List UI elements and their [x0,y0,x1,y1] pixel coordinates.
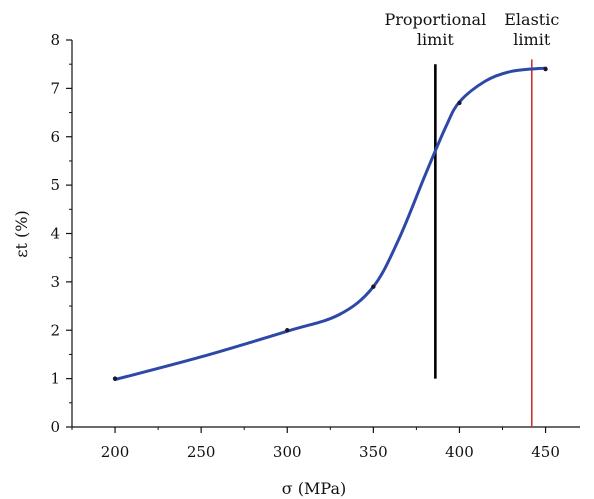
data-point [371,284,376,289]
data-point [112,376,118,381]
x-tick-label: 300 [273,443,302,461]
series-line [113,66,548,382]
y-axis-title: εt (%) [12,210,31,258]
y-tick-label: 8 [50,31,60,49]
x-tick-label: 250 [187,443,216,461]
reference-line-label: Elastic [504,10,559,29]
y-axis: 0 1 2 3 4 5 6 7 8 [50,31,73,436]
y-tick-label: 6 [50,128,60,146]
x-axis-title: σ (MPa) [282,479,346,498]
y-tick-label: 2 [50,321,60,339]
y-tick-label: 5 [50,176,60,194]
data-point [285,328,290,333]
data-point [543,66,548,72]
data-point [457,100,462,106]
x-tick-label: 200 [101,443,130,461]
y-tick-label: 1 [50,370,60,388]
reference-line-label: limit [417,30,455,49]
marker-layer [112,66,548,381]
y-tick-label: 7 [50,79,60,97]
y-tick-label: 3 [50,273,60,291]
x-tick-label: 400 [445,443,474,461]
y-tick-label: 4 [50,225,60,243]
x-tick-label: 350 [359,443,388,461]
y-tick-label: 0 [50,418,60,436]
series-layer [113,66,548,382]
x-tick-label: 450 [531,443,560,461]
reference-line-label: Proportional [384,10,486,29]
reference-line-label: limit [513,30,551,49]
x-axis: 200 250 300 350 400 450 [71,426,580,461]
